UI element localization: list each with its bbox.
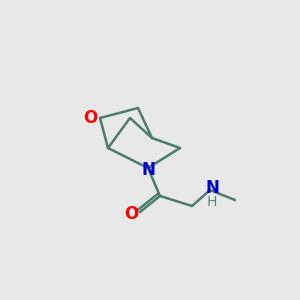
Text: O: O [124,205,138,223]
Text: N: N [141,161,155,179]
Text: O: O [83,109,97,127]
Text: H: H [207,195,217,209]
Text: N: N [205,179,219,197]
